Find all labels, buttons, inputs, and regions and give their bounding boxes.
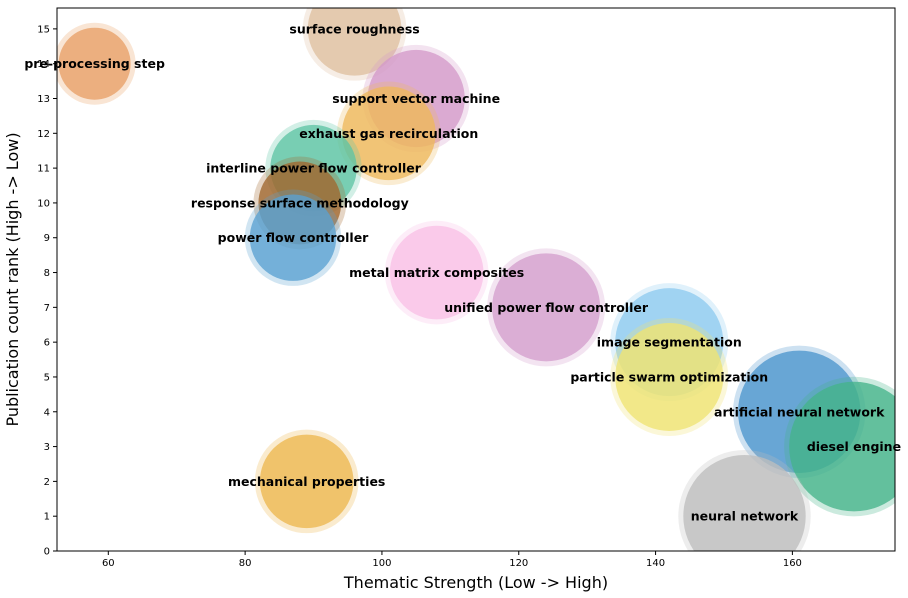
y-tick-label: 12 [37,129,50,140]
bubble-label: image segmentation [597,335,742,350]
bubble [259,434,354,529]
y-tick-label: 3 [44,442,50,453]
bubble-label: pre-processing step [24,56,165,71]
x-tick-label: 120 [509,558,528,569]
x-tick-label: 160 [783,558,802,569]
bubble [341,86,436,181]
y-tick-label: 14 [37,59,50,70]
y-tick-label: 0 [44,547,50,558]
bubble-label: power flow controller [218,230,370,245]
y-tick-label: 9 [44,233,50,244]
y-tick-label: 4 [44,407,50,418]
y-tick-label: 11 [37,164,50,175]
bubble [789,381,895,512]
bubble-label: interline power flow controller [206,161,422,176]
bubble-label: diesel engine [807,439,901,454]
bubble-label: exhaust gas recirculation [299,126,478,141]
y-tick-label: 15 [37,24,50,35]
labels-layer: pre-processing step surface roughness supp… [24,21,901,523]
bubble-label: neural network [691,509,799,524]
bubble-label: support vector machine [332,91,500,106]
plot-frame [56,7,896,552]
bubble-label: surface roughness [289,21,419,36]
y-tick-label: 2 [44,477,50,488]
bubble [615,322,724,431]
bubble [58,27,131,100]
y-tick-label: 6 [44,338,50,349]
bubble [492,253,601,362]
x-tick-label: 80 [239,558,252,569]
bubble-label: response surface methodology [191,195,409,210]
y-tick-label: 1 [44,512,50,523]
bubble-label: mechanical properties [228,474,385,489]
bubble-label: particle swarm optimization [570,369,768,384]
y-tick-label: 5 [44,372,50,383]
bubble-label: unified power flow controller [444,300,649,315]
bubble-label: artificial neural network [714,404,885,419]
x-tick-label: 140 [646,558,665,569]
x-axis-label: Thematic Strength (Low -> High) [343,573,608,592]
bubble [307,8,402,76]
y-tick-label: 10 [37,198,50,209]
bubble [389,225,484,320]
y-tick-label: 7 [44,303,50,314]
bubble-label: metal matrix composites [349,265,524,280]
x-tick-label: 100 [372,558,391,569]
bubble [683,455,806,551]
y-axis-label: Publication count rank (High -> Low) [3,132,22,426]
bubbles-layer [57,8,895,551]
x-tick-label: 60 [102,558,115,569]
bubble [249,194,337,281]
y-tick-label: 13 [37,94,50,105]
y-tick-label: 8 [44,268,50,279]
